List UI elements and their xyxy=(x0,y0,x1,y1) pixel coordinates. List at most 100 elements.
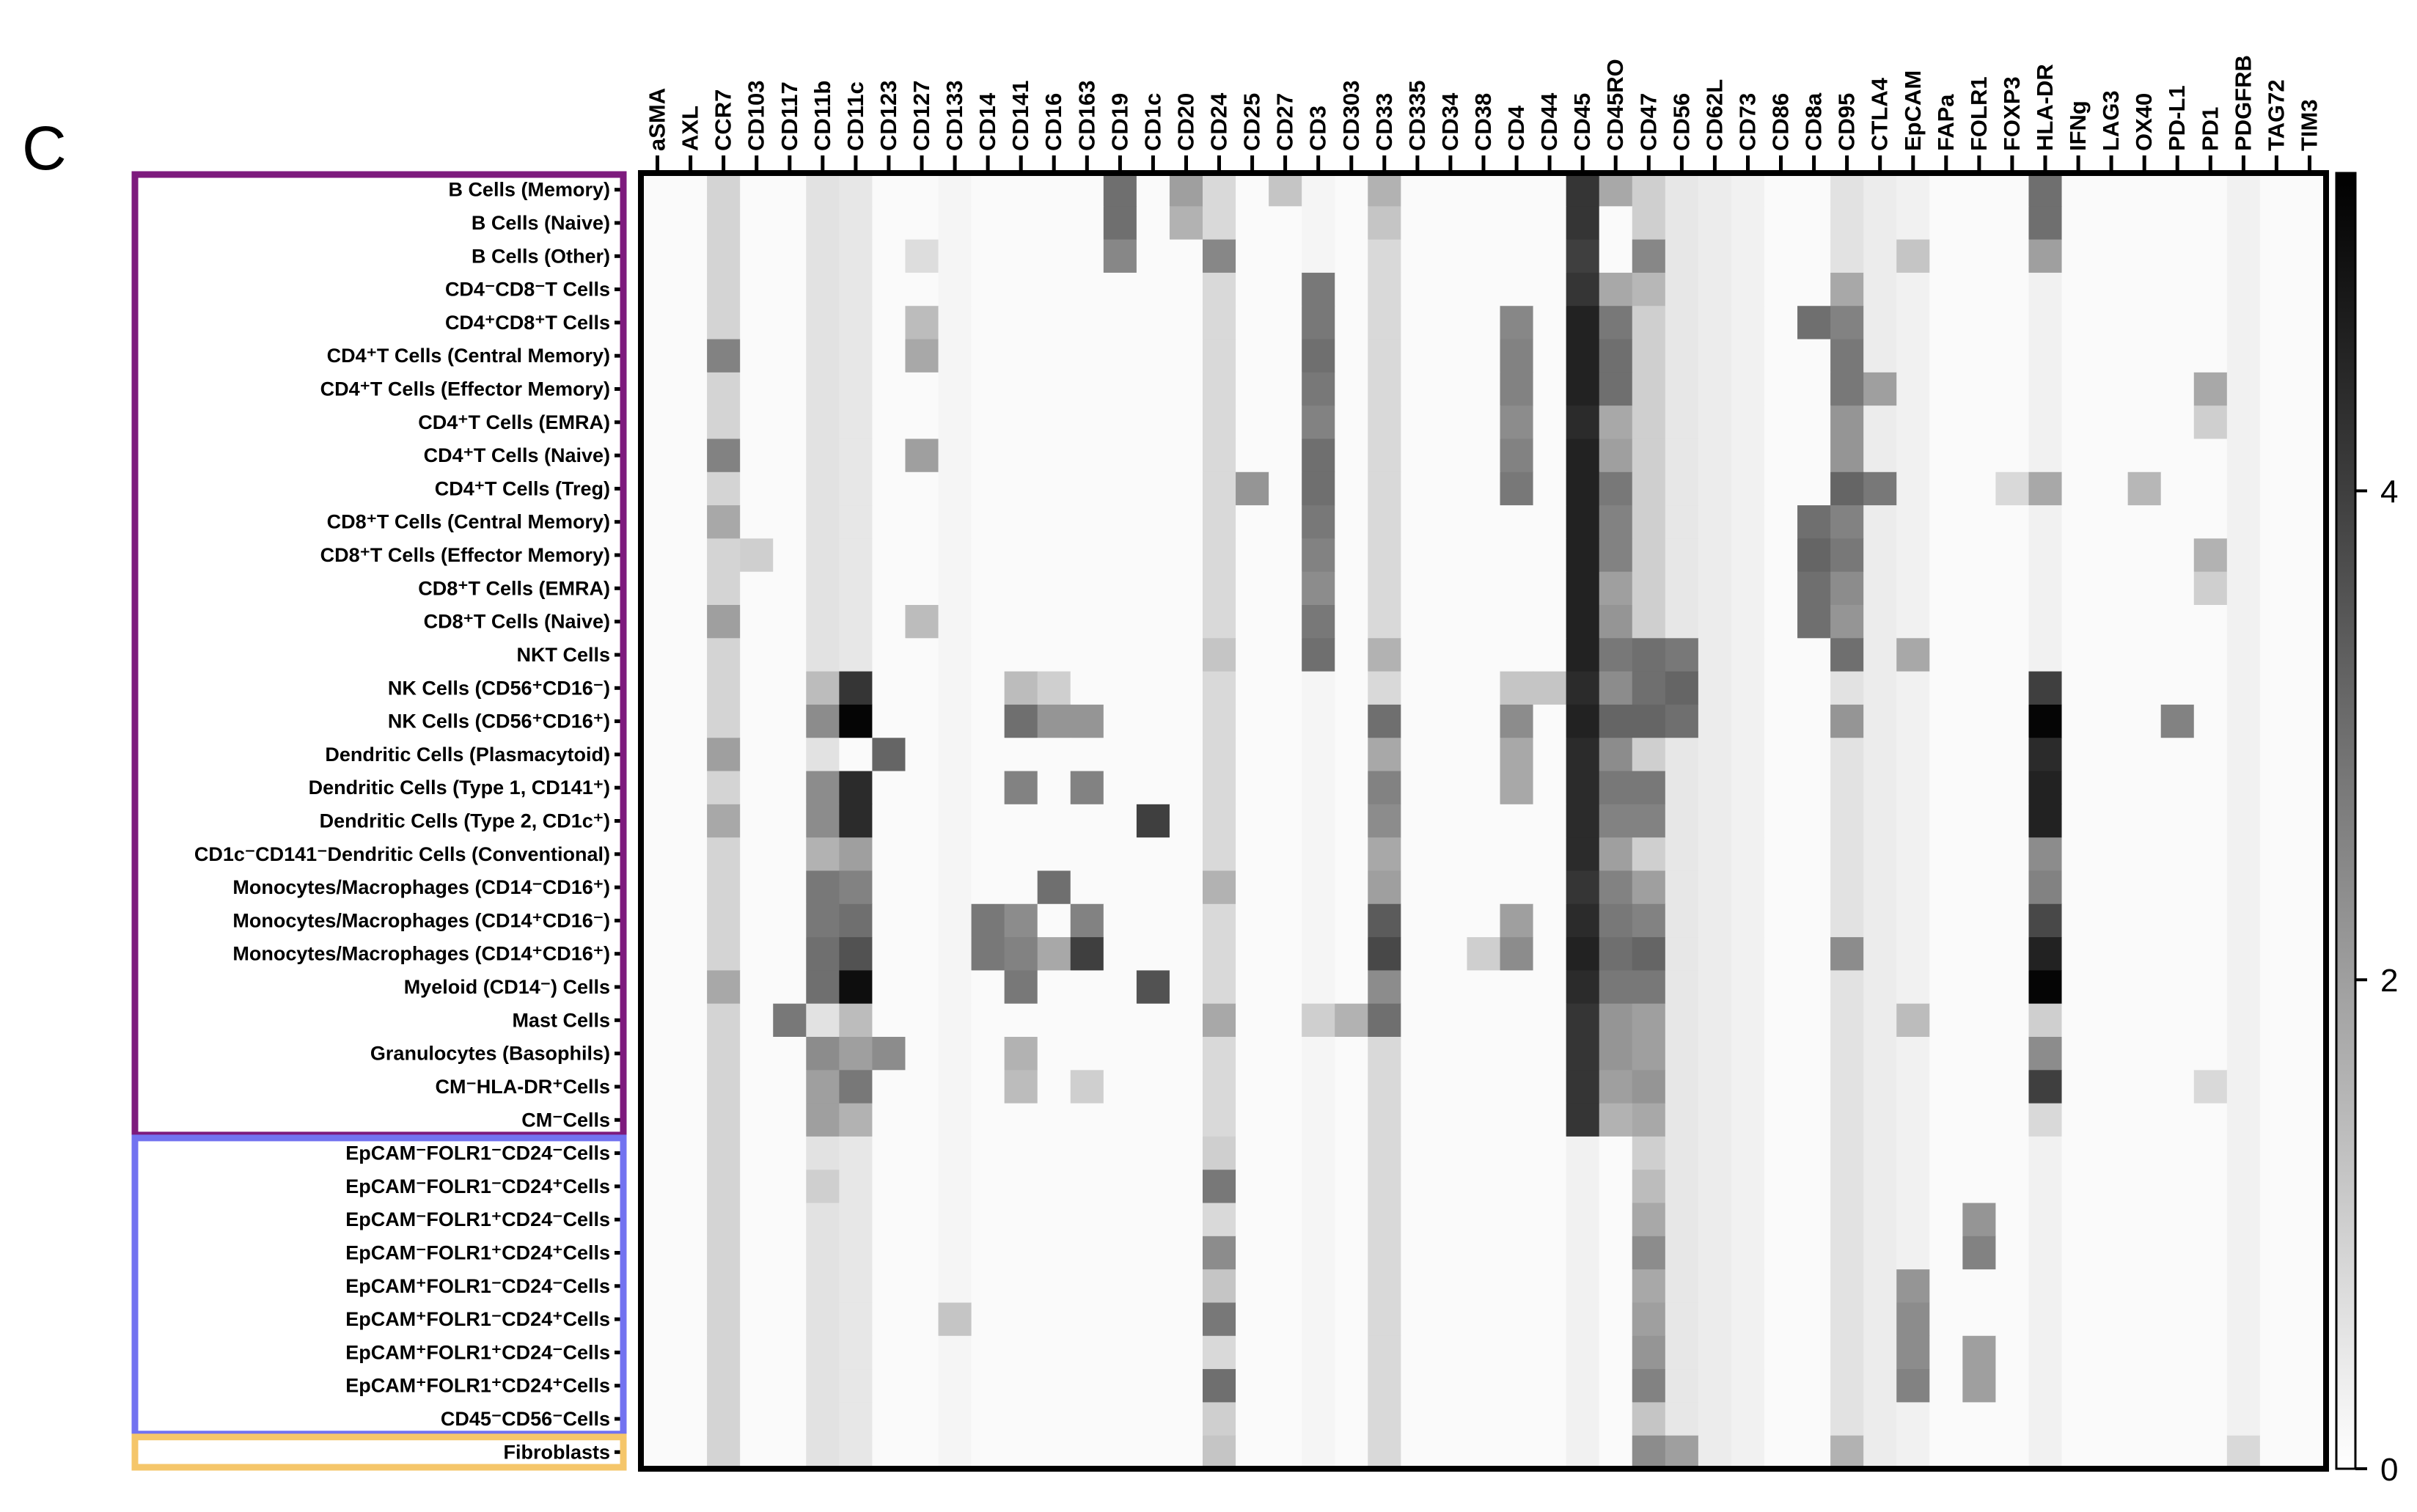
heatmap-cell-epcam-folr1-cd24-cells-epcam xyxy=(1896,1170,1930,1204)
heatmap-cell-cd4-t-cells-treg-cd95 xyxy=(1830,471,1864,506)
heatmap-cell-epcam-folr1-cd24-cells-cd4 xyxy=(1500,1170,1534,1204)
heatmap-cell-epcam-folr1-cd24-cells-cd24 xyxy=(1203,1335,1236,1370)
heatmap-cell-nkt-cells-cd103 xyxy=(740,638,774,672)
heatmap-cell-cd4-t-cells-central-memory-folr1 xyxy=(1962,339,1997,373)
heatmap-cell-cd8-t-cells-emra-folr1 xyxy=(1962,571,1997,606)
heatmap-cell-dendritic-cells-plasmacytoid-cd38 xyxy=(1467,738,1501,772)
heatmap-cell-monocytes-macrophages-cd14-cd16-cd86 xyxy=(1764,903,1798,938)
column-label: CD38 xyxy=(1470,93,1496,151)
heatmap-cell-granulocytes-basophils-cd56 xyxy=(1665,1037,1699,1071)
heatmap-cell-epcam-folr1-cd24-cells-epcam xyxy=(1896,1269,1930,1304)
heatmap-cell-cd4-cd8-t-cells-cd56 xyxy=(1665,306,1699,340)
heatmap-cell-cd45-cd56-cells-folr1 xyxy=(1962,1402,1997,1436)
heatmap-cell-cd4-t-cells-emra-axl xyxy=(674,405,708,440)
heatmap-cell-cd8-t-cells-effector-memory-cd16 xyxy=(1037,538,1071,573)
column-label: CD103 xyxy=(744,81,769,152)
heatmap-cell-cd45-cd56-cells-cd117 xyxy=(773,1402,807,1436)
heatmap-cell-cd1c-cd141-dendritic-cells-conventional-cd95 xyxy=(1830,837,1864,872)
heatmap-cell-cd4-cd8-t-cells-ifng xyxy=(2061,306,2096,340)
heatmap-cell-fibroblasts-cd123 xyxy=(872,1435,906,1469)
heatmap-cell-nk-cells-cd56-cd16-cd86 xyxy=(1764,704,1798,738)
heatmap-cell-cd4-t-cells-central-memory-cd56 xyxy=(1665,339,1699,373)
heatmap-cell-cd8-t-cells-emra-cd86 xyxy=(1764,571,1798,606)
heatmap-cell-cd4-t-cells-effector-memory-cd123 xyxy=(872,372,906,406)
heatmap-cell-fibroblasts-ctla4 xyxy=(1863,1435,1897,1469)
row-labels: B Cells (Memory)B Cells (Naive)B Cells (… xyxy=(194,173,626,1469)
heatmap-cell-epcam-folr1-cd24-cells-cd73 xyxy=(1731,1170,1765,1204)
column-label: CD62L xyxy=(1701,79,1727,151)
heatmap-cell-epcam-folr1-cd24-cells-cd14 xyxy=(971,1136,1005,1170)
heatmap-cell-granulocytes-basophils-cd4 xyxy=(1500,1037,1534,1071)
heatmap-cell-epcam-folr1-cd24-cells-cd38 xyxy=(1467,1170,1501,1204)
heatmap-cell-mast-cells-cd95 xyxy=(1830,1003,1864,1038)
heatmap-cell-cd4-t-cells-emra-cd25 xyxy=(1236,405,1269,440)
heatmap-cell-cd1c-cd141-dendritic-cells-conventional-pdgfrb xyxy=(2226,837,2261,872)
heatmap-cell-cd4-cd8-t-cells-cd16 xyxy=(1037,306,1071,340)
heatmap-cell-cd8-t-cells-emra-cd45ro xyxy=(1599,571,1633,606)
column-label: FOXP3 xyxy=(1999,76,2025,151)
heatmap-cell-dendritic-cells-type-1-cd141-folr1 xyxy=(1962,771,1997,805)
heatmap-cell-cd4-t-cells-effector-memory-cd73 xyxy=(1731,372,1765,406)
heatmap-cell-epcam-folr1-cd24-cells-cd45ro xyxy=(1599,1269,1633,1304)
column-label: CD34 xyxy=(1437,92,1463,151)
heatmap-cell-monocytes-macrophages-cd14-cd16-cd133 xyxy=(938,937,972,971)
heatmap-cell-cm-cells-ifng xyxy=(2061,1103,2096,1137)
heatmap-cell-cd8-t-cells-naive-fapa xyxy=(1929,605,1963,639)
heatmap-cell-dendritic-cells-plasmacytoid-cd3 xyxy=(1302,738,1335,772)
heatmap-cell-dendritic-cells-type-2-cd1c-cd1c xyxy=(1136,804,1170,838)
heatmap-cell-epcam-folr1-cd24-cells-cd16 xyxy=(1037,1236,1071,1270)
heatmap-cell-cm-hla-dr-cells-cd123 xyxy=(872,1070,906,1104)
heatmap-cell-dendritic-cells-plasmacytoid-cd123 xyxy=(872,738,906,772)
heatmap-cell-epcam-folr1-cd24-cells-cd16 xyxy=(1037,1302,1071,1337)
heatmap-cell-cd45-cd56-cells-cd47 xyxy=(1632,1402,1666,1436)
heatmap-cell-cd4-cd8-t-cells-cd123 xyxy=(872,306,906,340)
heatmap-cell-cd45-cd56-cells-ox40 xyxy=(2127,1402,2162,1436)
heatmap-cell-fibroblasts-epcam xyxy=(1896,1435,1930,1469)
heatmap-cell-cd4-cd8-t-cells-fapa xyxy=(1929,272,1963,307)
heatmap-cell-b-cells-naive-pd-l1 xyxy=(2160,206,2195,241)
heatmap-cell-dendritic-cells-type-2-cd1c-cd27 xyxy=(1269,804,1302,838)
heatmap-cell-cm-hla-dr-cells-cd38 xyxy=(1467,1070,1501,1104)
heatmap-cell-cd45-cd56-cells-cd14 xyxy=(971,1402,1005,1436)
heatmap-cell-cd4-t-cells-effector-memory-folr1 xyxy=(1962,372,1997,406)
heatmap-cell-monocytes-macrophages-cd14-cd16-tim3 xyxy=(2292,937,2327,971)
heatmap-cell-cd45-cd56-cells-cd1c xyxy=(1136,1402,1170,1436)
heatmap-cell-monocytes-macrophages-cd14-cd16-cd44 xyxy=(1533,870,1567,905)
heatmap-cell-b-cells-memory-cd133 xyxy=(938,173,972,207)
heatmap-cell-cd4-t-cells-central-memory-lag3 xyxy=(2094,339,2129,373)
heatmap-cell-nk-cells-cd56-cd16-cd38 xyxy=(1467,671,1501,705)
heatmap-cell-cm-cells-cd73 xyxy=(1731,1103,1765,1137)
heatmap-cell-granulocytes-basophils-cd11b xyxy=(806,1037,840,1071)
heatmap-cell-cd4-t-cells-emra-folr1 xyxy=(1962,405,1997,440)
heatmap-cell-cd45-cd56-cells-epcam xyxy=(1896,1402,1930,1436)
row-label: Monocytes/Macrophages (CD14⁻CD16⁺) xyxy=(232,876,610,898)
heatmap-cell-cd1c-cd141-dendritic-cells-conventional-cd45 xyxy=(1566,837,1600,872)
heatmap-cell-epcam-folr1-cd24-cells-pdgfrb xyxy=(2226,1236,2261,1270)
heatmap-cell-cd4-t-cells-emra-epcam xyxy=(1896,405,1930,440)
heatmap-cell-b-cells-memory-cd44 xyxy=(1533,173,1567,207)
heatmap-cell-cd45-cd56-cells-cd86 xyxy=(1764,1402,1798,1436)
heatmap-cell-epcam-folr1-cd24-cells-cd11c xyxy=(839,1335,873,1370)
heatmap-cell-cm-cells-tim3 xyxy=(2292,1103,2327,1137)
heatmap-cell-b-cells-other-foxp3 xyxy=(1995,239,2030,274)
heatmap-cell-epcam-folr1-cd24-cells-pd1 xyxy=(2193,1302,2228,1337)
heatmap-cell-cd4-t-cells-effector-memory-cd38 xyxy=(1467,372,1501,406)
heatmap-cell-cd4-t-cells-central-memory-cd103 xyxy=(740,339,774,373)
heatmap-cell-cd4-t-cells-effector-memory-cd303 xyxy=(1335,372,1368,406)
heatmap-cell-monocytes-macrophages-cd14-cd16-cd11b xyxy=(806,937,840,971)
heatmap-cell-granulocytes-basophils-tag72 xyxy=(2259,1037,2294,1071)
heatmap-cell-cd8-t-cells-emra-epcam xyxy=(1896,571,1930,606)
column-label: TIM3 xyxy=(2297,99,2322,151)
heatmap-cell-cd8-t-cells-emra-cd117 xyxy=(773,571,807,606)
heatmap-cell-epcam-folr1-cd24-cells-cd16 xyxy=(1037,1203,1071,1237)
heatmap-cell-granulocytes-basophils-cd95 xyxy=(1830,1037,1864,1071)
heatmap-cell-nk-cells-cd56-cd16-cd38 xyxy=(1467,704,1501,738)
heatmap-cell-dendritic-cells-type-2-cd1c-cd14 xyxy=(971,804,1005,838)
heatmap-cell-monocytes-macrophages-cd14-cd16-cd86 xyxy=(1764,937,1798,971)
heatmap-cell-epcam-folr1-cd24-cells-cd4 xyxy=(1500,1136,1534,1170)
heatmap-cell-b-cells-other-epcam xyxy=(1896,239,1930,274)
heatmap-cell-epcam-folr1-cd24-cells-cd62l xyxy=(1698,1203,1732,1237)
heatmap-cell-epcam-folr1-cd24-cells-cd38 xyxy=(1467,1269,1501,1304)
row-label: EpCAM⁺FOLR1⁻CD24⁻Cells xyxy=(345,1275,610,1297)
heatmap-cell-myeloid-cd14-cells-cd62l xyxy=(1698,970,1732,1005)
